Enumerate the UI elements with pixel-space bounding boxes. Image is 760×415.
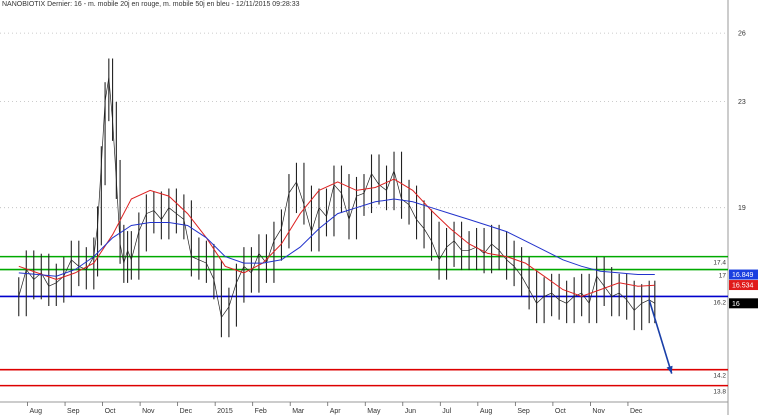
level-label: 16.2	[713, 299, 726, 306]
level-label: 13.8	[713, 389, 726, 396]
price-line	[18, 77, 655, 319]
y-tick-label: 19	[738, 205, 746, 212]
moving-average-line	[18, 178, 655, 297]
x-tick-label: Apr	[330, 408, 342, 415]
chart-title: NANOBIOTIX Dernier: 16 - m. mobile 20j e…	[2, 1, 300, 8]
x-tick-label: Aug	[480, 408, 493, 415]
value-tag-label: 16	[732, 301, 740, 308]
x-tick-label: Feb	[255, 408, 267, 415]
level-label: 17	[719, 273, 727, 280]
x-tick-label: May	[367, 408, 381, 415]
value-tag-label: 16.534	[732, 283, 754, 290]
x-tick-label: 2015	[217, 408, 233, 415]
x-tick-label: Nov	[592, 408, 605, 415]
x-tick-label: Aug	[30, 408, 43, 415]
x-tick-label: Oct	[105, 408, 116, 415]
moving-average-line	[18, 198, 655, 277]
value-tag	[729, 280, 758, 291]
trend-arrow-shaft	[648, 299, 673, 374]
x-tick-label: Oct	[555, 408, 566, 415]
level-label: 14.2	[713, 373, 726, 380]
y-tick-label: 23	[738, 99, 746, 106]
x-tick-label: Jul	[442, 408, 451, 415]
x-tick-label: Dec	[630, 408, 643, 415]
x-tick-label: Dec	[180, 408, 193, 415]
x-tick-label: Mar	[292, 408, 305, 415]
x-tick-label: Sep	[517, 408, 530, 415]
value-tag	[729, 269, 758, 280]
y-tick-label: 26	[738, 31, 746, 38]
value-tag-label: 16.849	[732, 272, 754, 279]
x-tick-label: Nov	[142, 408, 155, 415]
x-tick-label: Sep	[67, 408, 80, 415]
x-tick-label: Jun	[405, 408, 416, 415]
value-tag	[729, 298, 758, 309]
trend-arrow-head	[666, 365, 673, 374]
level-label: 17.4	[713, 260, 726, 267]
